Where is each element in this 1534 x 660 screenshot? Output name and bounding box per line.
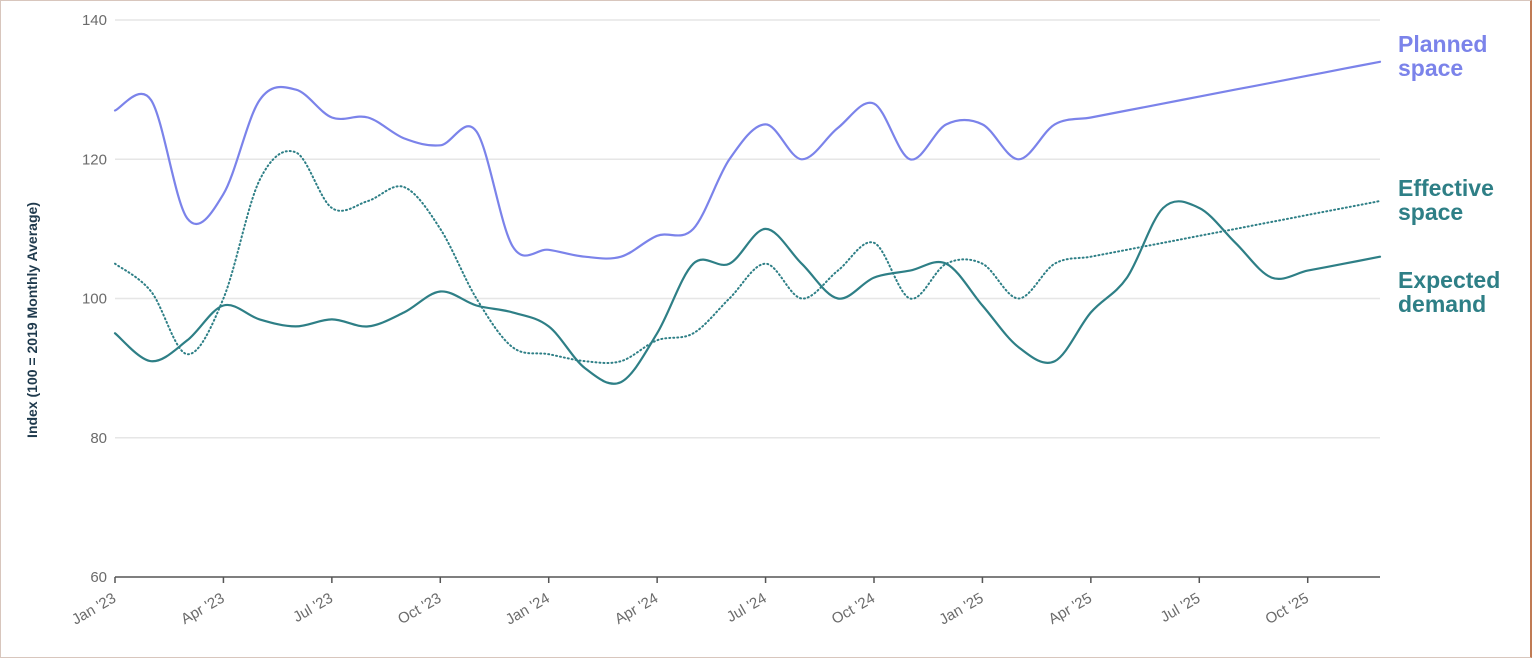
- x-tick-label: Jan '25: [936, 590, 986, 629]
- x-tick-label: Apr '23: [178, 590, 227, 628]
- x-tick-label: Jan '24: [503, 590, 553, 629]
- effective-space-label: Effective space: [1398, 175, 1494, 225]
- y-tick-label: 140: [82, 12, 107, 29]
- series-labels: Planned space Effective space Expected demand: [1398, 31, 1500, 317]
- x-tick-label: Jul '25: [1158, 590, 1204, 626]
- expected-demand-label: Expected demand: [1398, 267, 1500, 317]
- x-tick-label: Oct '25: [1262, 590, 1311, 628]
- planned-space-line: [113, 60, 1382, 260]
- y-tick-label: 80: [90, 430, 107, 447]
- y-tick-label: 120: [82, 151, 107, 168]
- x-tick-label: Jul '23: [290, 590, 336, 626]
- x-tick-label: Apr '24: [612, 590, 661, 628]
- planned-space-label: Planned space: [1398, 31, 1487, 81]
- expected-demand-line: [113, 200, 1382, 385]
- x-tick-label: Jan '23: [69, 590, 119, 629]
- series-lines: [113, 60, 1382, 385]
- x-tick-label: Apr '25: [1046, 590, 1095, 628]
- x-tick-label: Oct '23: [395, 590, 444, 628]
- x-axis: Jan '23 Apr '23 Jul '23 Oct '23 Jan '24 Apr '…: [69, 576, 1380, 629]
- y-tick-label: 100: [82, 291, 107, 308]
- effective-space-line: [114, 150, 1381, 364]
- x-tick-label: Jul '24: [724, 590, 770, 626]
- y-tick-label: 60: [90, 569, 107, 586]
- y-axis-label: Index (100 = 2019 Monthly Average): [24, 202, 40, 438]
- grid-lines: [115, 19, 1380, 439]
- x-tick-label: Oct '24: [829, 590, 878, 628]
- y-axis-ticks: 60 80 100 120 140: [82, 12, 107, 586]
